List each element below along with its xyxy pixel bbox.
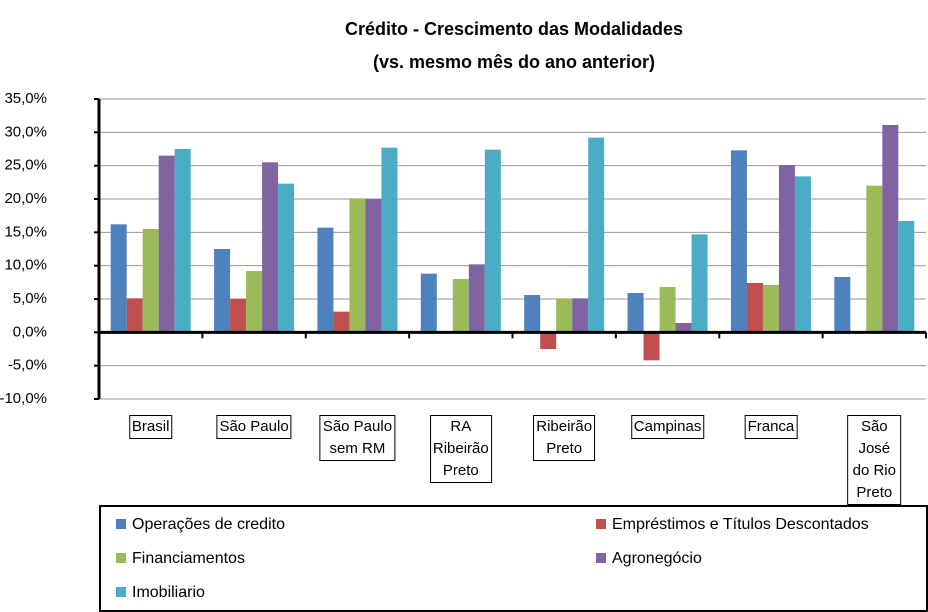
legend-label: Agronegócio xyxy=(612,550,702,567)
bar xyxy=(572,298,589,333)
bar xyxy=(691,234,708,333)
y-tick-label: 0,0% xyxy=(13,323,47,340)
bar xyxy=(349,198,366,333)
bar xyxy=(540,332,557,349)
bar xyxy=(675,323,692,333)
x-tick-label: Brasil xyxy=(128,415,173,439)
legend-swatch xyxy=(596,519,606,529)
bar xyxy=(659,287,676,333)
y-tick-label: -10,0% xyxy=(0,390,47,407)
bar xyxy=(627,293,644,333)
bar xyxy=(468,264,485,333)
legend-swatch xyxy=(116,587,126,597)
x-tick-label: São José do Rio Preto xyxy=(847,415,902,505)
legend-swatch xyxy=(116,519,126,529)
x-tick-label: Franca xyxy=(744,415,798,439)
legend-label: Operações de credito xyxy=(132,516,285,533)
legend-swatch xyxy=(116,553,126,563)
bar xyxy=(746,283,763,333)
x-tick-label: Ribeirão Preto xyxy=(533,415,596,461)
bar xyxy=(142,229,159,333)
legend-swatch xyxy=(596,553,606,563)
bar xyxy=(588,137,605,333)
bar xyxy=(778,165,795,333)
bar xyxy=(365,199,382,333)
bar xyxy=(730,150,747,333)
bar xyxy=(556,298,573,333)
bar xyxy=(794,176,811,333)
y-tick-label: 10,0% xyxy=(4,257,47,274)
bar xyxy=(643,332,660,361)
bar xyxy=(158,155,175,333)
legend-label: Imobiliario xyxy=(132,584,205,601)
bar xyxy=(420,273,437,333)
legend-box xyxy=(99,505,928,612)
bar xyxy=(126,298,143,333)
legend-label: Financiamentos xyxy=(132,550,245,567)
x-tick-label: RA Ribeirão Preto xyxy=(429,415,492,483)
y-tick-label: 5,0% xyxy=(13,290,47,307)
chart-title: Crédito - Crescimento das Modalidades xyxy=(345,19,683,39)
bar xyxy=(882,125,899,333)
legend-label: Empréstimos e Títulos Descontados xyxy=(612,516,869,533)
bar xyxy=(110,224,127,333)
bar xyxy=(898,221,915,333)
y-tick-label: -5,0% xyxy=(8,357,47,374)
bar xyxy=(452,279,469,333)
bar xyxy=(246,271,263,333)
bar xyxy=(762,285,779,333)
bar xyxy=(834,277,851,333)
bar xyxy=(214,249,231,333)
x-tick-label: São Paulo sem RM xyxy=(319,415,396,461)
bar xyxy=(230,299,247,333)
bar xyxy=(524,295,541,333)
bar xyxy=(866,185,883,333)
chart-subtitle: (vs. mesmo mês do ano anterior) xyxy=(373,52,655,72)
bar xyxy=(278,183,295,333)
y-tick-label: 20,0% xyxy=(4,190,47,207)
y-tick-label: 30,0% xyxy=(4,123,47,140)
bar xyxy=(262,162,279,333)
y-tick-label: 15,0% xyxy=(4,223,47,240)
y-tick-label: 25,0% xyxy=(4,157,47,174)
x-tick-label: São Paulo xyxy=(216,415,292,439)
bar xyxy=(333,311,350,333)
bar xyxy=(174,149,191,333)
bar xyxy=(317,227,334,333)
bar xyxy=(381,147,398,333)
bar xyxy=(484,149,501,333)
y-tick-label: 35,0% xyxy=(4,90,47,107)
x-tick-label: Campinas xyxy=(630,415,705,439)
